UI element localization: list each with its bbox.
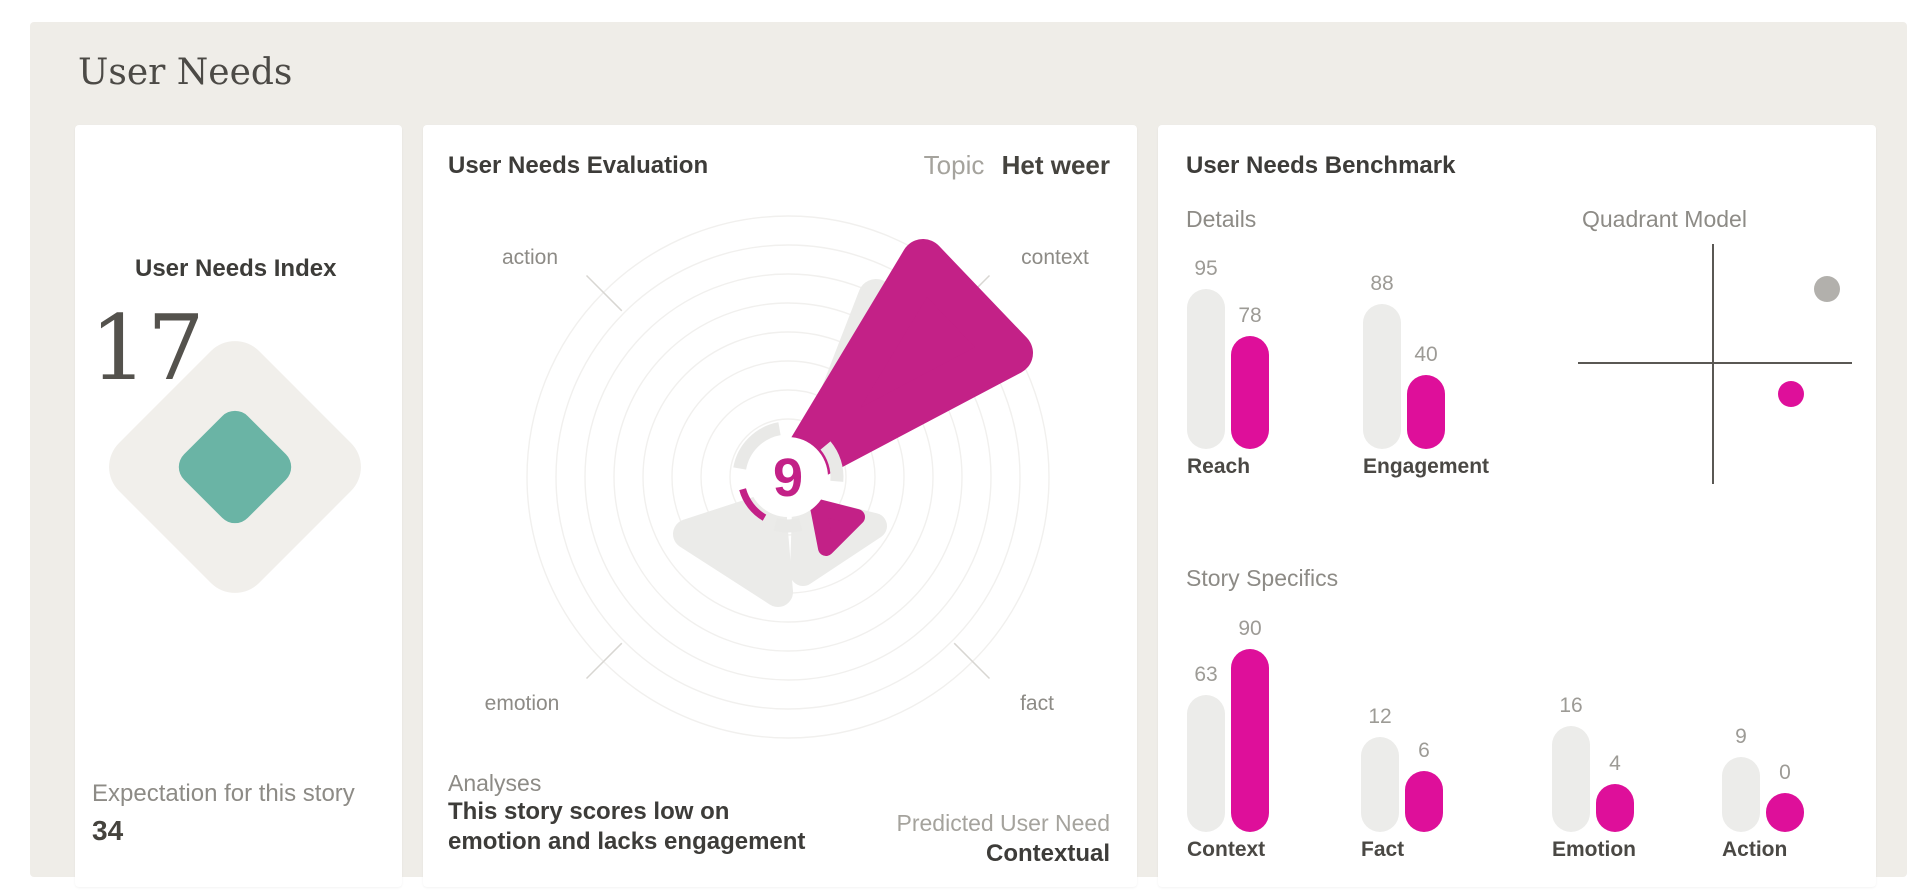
- bar-value-label: 16: [1559, 694, 1583, 717]
- topic-label: Topic: [923, 150, 985, 180]
- bar-category-label: Action: [1722, 838, 1788, 861]
- benchmark-bar: [1187, 695, 1225, 832]
- bar-value-label: 40: [1414, 343, 1438, 366]
- bar-value-label: 12: [1368, 705, 1392, 728]
- benchmark-bar: [1363, 304, 1401, 449]
- benchmark-bar: [1187, 289, 1225, 449]
- radar-chart: 9: [526, 215, 1050, 739]
- quadrant-benchmark-dot: [1814, 276, 1840, 302]
- axis-label-context: context: [1021, 246, 1089, 269]
- radar-story-wedge-context: [779, 239, 1033, 486]
- bar-category-label: Reach: [1187, 455, 1251, 478]
- bar-value-label: 6: [1418, 739, 1430, 762]
- index-card-title: User Needs Index: [135, 255, 337, 282]
- details-section-title: Details: [1186, 206, 1257, 232]
- radar-score-disc: [748, 437, 828, 517]
- page-title: User Needs: [78, 52, 293, 93]
- topic-value: Het weer: [1001, 150, 1110, 180]
- quadrant-section-title: Quadrant Model: [1582, 206, 1747, 232]
- radar-score: 9: [773, 448, 803, 508]
- bar-group-context: 63 90 Context: [1187, 617, 1327, 861]
- analyses-label: Analyses: [448, 770, 542, 796]
- bar-group-fact: 12 6 Fact: [1361, 622, 1501, 861]
- axis-label-action: action: [501, 246, 559, 269]
- benchmark-card: [1158, 125, 1876, 887]
- quadrant-vline: [1712, 244, 1714, 484]
- story-bar: [1596, 784, 1634, 832]
- story-bar: [1405, 771, 1443, 832]
- predicted-label: Predicted User Need: [896, 810, 1111, 836]
- benchmark-bar: [1361, 737, 1399, 832]
- benchmark-bar: [1552, 726, 1590, 832]
- expectation-label: Expectation for this story: [92, 780, 355, 807]
- bar-value-label: 4: [1609, 752, 1621, 775]
- axis-label-emotion: emotion: [484, 692, 560, 715]
- topic-row: Topic Het weer: [730, 150, 1110, 181]
- bar-value-label: 95: [1194, 257, 1218, 280]
- analyses-text-line1: This story scores low on: [448, 798, 730, 825]
- quadrant-story-dot: [1778, 381, 1804, 407]
- index-value: 17: [90, 296, 205, 401]
- bar-group-reach: 95 78 Reach: [1187, 239, 1327, 478]
- evaluation-card-title: User Needs Evaluation: [448, 152, 709, 179]
- story-bar: [1231, 336, 1269, 449]
- bar-value-label: 0: [1779, 761, 1791, 784]
- bar-category-label: Fact: [1361, 838, 1405, 861]
- bar-group-engagement: 88 40 Engagement: [1363, 239, 1503, 478]
- story-section-title: Story Specifics: [1186, 565, 1339, 591]
- story-bar: [1231, 649, 1269, 832]
- radar-story-arc: [739, 488, 767, 521]
- radar-story-petal-fact: [810, 499, 865, 556]
- bar-value-label: 78: [1238, 304, 1262, 327]
- radar-benchmark-petal-emotion: [673, 492, 793, 607]
- bar-value-label: 9: [1735, 725, 1747, 748]
- axis-label-fact: fact: [1020, 692, 1054, 715]
- expectation-value: 34: [92, 815, 124, 846]
- bar-value-label: 90: [1238, 617, 1262, 640]
- story-bar: [1407, 375, 1445, 449]
- bar-group-emotion: 16 4 Emotion: [1552, 622, 1692, 861]
- radar-center-ring: [733, 422, 844, 533]
- bar-category-label: Engagement: [1363, 455, 1490, 478]
- bar-group-action: 9 0 Action: [1722, 622, 1862, 861]
- analyses-text-line2: emotion and lacks engagement: [448, 828, 806, 855]
- bar-value-label: 88: [1370, 272, 1394, 295]
- predicted-value: Contextual: [985, 840, 1110, 867]
- bar-category-label: Context: [1187, 838, 1266, 861]
- quadrant-hline: [1578, 362, 1852, 364]
- bar-category-label: Emotion: [1552, 838, 1636, 861]
- benchmark-bar: [1722, 757, 1760, 832]
- bar-value-label: 63: [1194, 663, 1218, 686]
- story-bar: [1766, 793, 1804, 832]
- benchmark-card-title: User Needs Benchmark: [1186, 152, 1456, 179]
- user-needs-section: User Needs User Needs Index 17 Expectati…: [30, 22, 1907, 887]
